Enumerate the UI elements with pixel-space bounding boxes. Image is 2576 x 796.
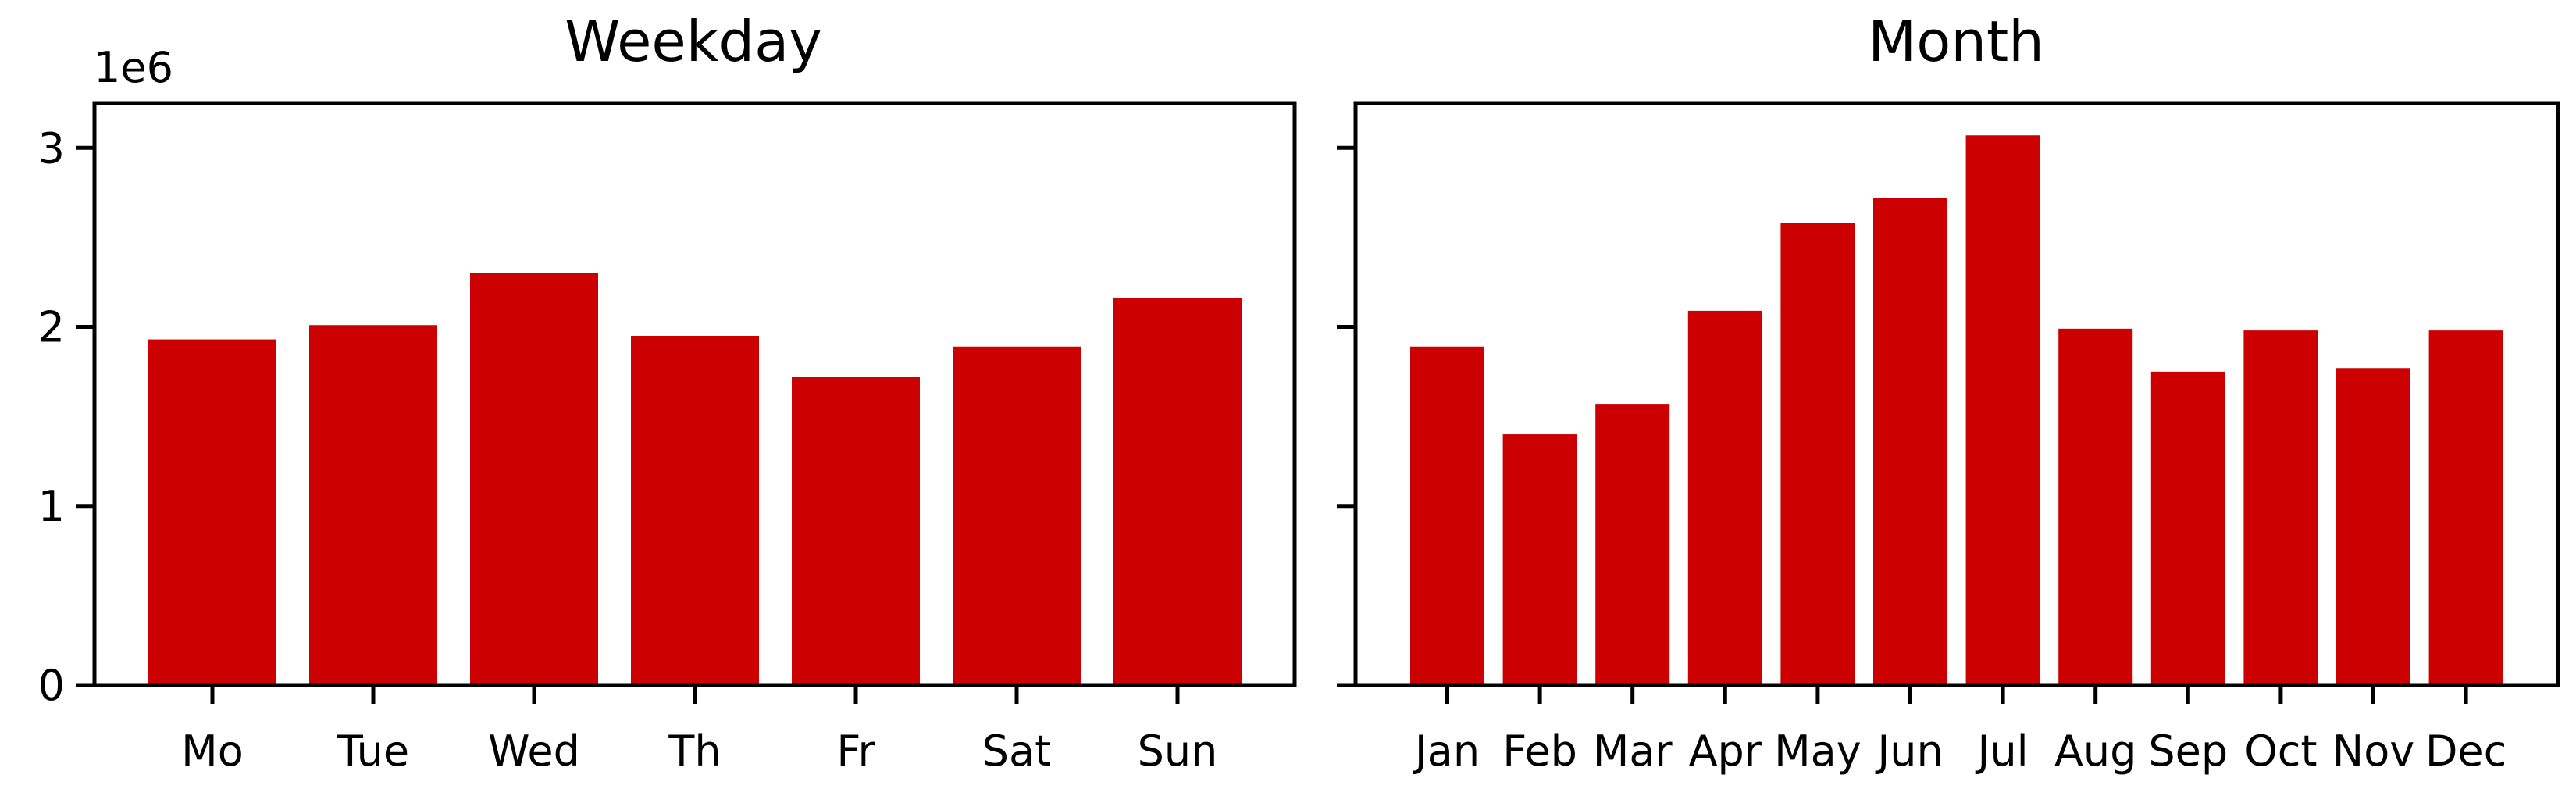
month-x-tick-label: Jan: [1413, 726, 1480, 776]
weekday-x-tick-label: Mo: [181, 726, 244, 776]
weekday-x-tick-label: Sun: [1138, 726, 1218, 776]
month-bar-jul: [1965, 135, 2040, 685]
month-x-tick-label: Jun: [1875, 726, 1943, 776]
month-bar-apr: [1687, 310, 1762, 685]
month-x-tick-label: Oct: [2244, 726, 2317, 776]
weekday-bar-sun: [1113, 298, 1242, 685]
weekday-y-tick-label: 2: [38, 303, 65, 352]
month-bar-sep: [2150, 371, 2225, 685]
weekday-bar-th: [631, 336, 759, 685]
weekday-y-ticks: 0 1 2 3: [38, 123, 94, 710]
month-bar-oct: [2243, 330, 2318, 685]
weekday-x-ticks: Mo Tue Wed Th Fr Sat Sun: [181, 685, 1217, 776]
weekday-x-tick-label: Tue: [337, 726, 409, 776]
month-x-tick-label: Nov: [2332, 726, 2414, 776]
month-y-ticks: [1337, 145, 1356, 687]
month-bar-may: [1780, 223, 1855, 686]
month-bar-jun: [1873, 198, 1947, 685]
month-bar-feb: [1502, 434, 1577, 685]
month-bar-aug: [2058, 328, 2133, 685]
month-x-tick-label: Apr: [1689, 726, 1762, 776]
month-x-tick-label: Feb: [1502, 726, 1577, 776]
month-x-ticks: Jan Feb Mar Apr May Jun Jul Aug Sep Oct Nov Dec: [1413, 685, 2507, 776]
month-x-tick-label: May: [1774, 726, 1862, 776]
month-x-tick-label: Dec: [2425, 726, 2507, 776]
weekday-bar-wed: [470, 273, 598, 685]
weekday-chart-title: Weekday: [565, 9, 822, 74]
month-bars: [1410, 135, 2503, 686]
month-bar-jan: [1410, 346, 1484, 685]
month-x-tick-label: Sep: [2148, 726, 2228, 776]
weekday-bar-tue: [309, 325, 437, 685]
weekday-axes-frame: [92, 101, 1297, 687]
weekday-x-tick-label: Th: [668, 726, 721, 776]
month-chart-panel: Month Jan Feb Mar Apr May Jun Jul Aug Sep Oct Nov D…: [1337, 9, 2560, 776]
weekday-x-tick-label: Sat: [982, 726, 1052, 776]
weekday-x-tick-label: Wed: [488, 726, 580, 776]
month-chart-title: Month: [1868, 9, 2044, 74]
weekday-y-tick-label: 1: [38, 482, 65, 531]
month-x-tick-label: Aug: [2054, 726, 2136, 776]
weekday-bars: [148, 273, 1242, 685]
weekday-bar-mo: [148, 339, 276, 685]
weekday-y-tick-label: 0: [38, 661, 65, 710]
weekday-bar-fr: [792, 377, 920, 685]
weekday-y-tick-label: 3: [38, 123, 65, 173]
weekday-chart-panel: Weekday 1e6 Mo Tue Wed Th Fr Sat Sun 0 1 2 3: [38, 9, 1297, 776]
month-x-tick-label: Jul: [1976, 726, 2029, 776]
month-axes-frame: [1353, 101, 2560, 687]
month-x-tick-label: Mar: [1593, 726, 1673, 776]
y-axis-offset-label: 1e6: [94, 43, 173, 92]
month-bar-dec: [2428, 330, 2503, 685]
month-bar-nov: [2336, 368, 2410, 685]
weekday-x-tick-label: Fr: [836, 726, 875, 776]
weekday-bar-sat: [953, 346, 1081, 685]
month-bar-mar: [1595, 404, 1670, 685]
